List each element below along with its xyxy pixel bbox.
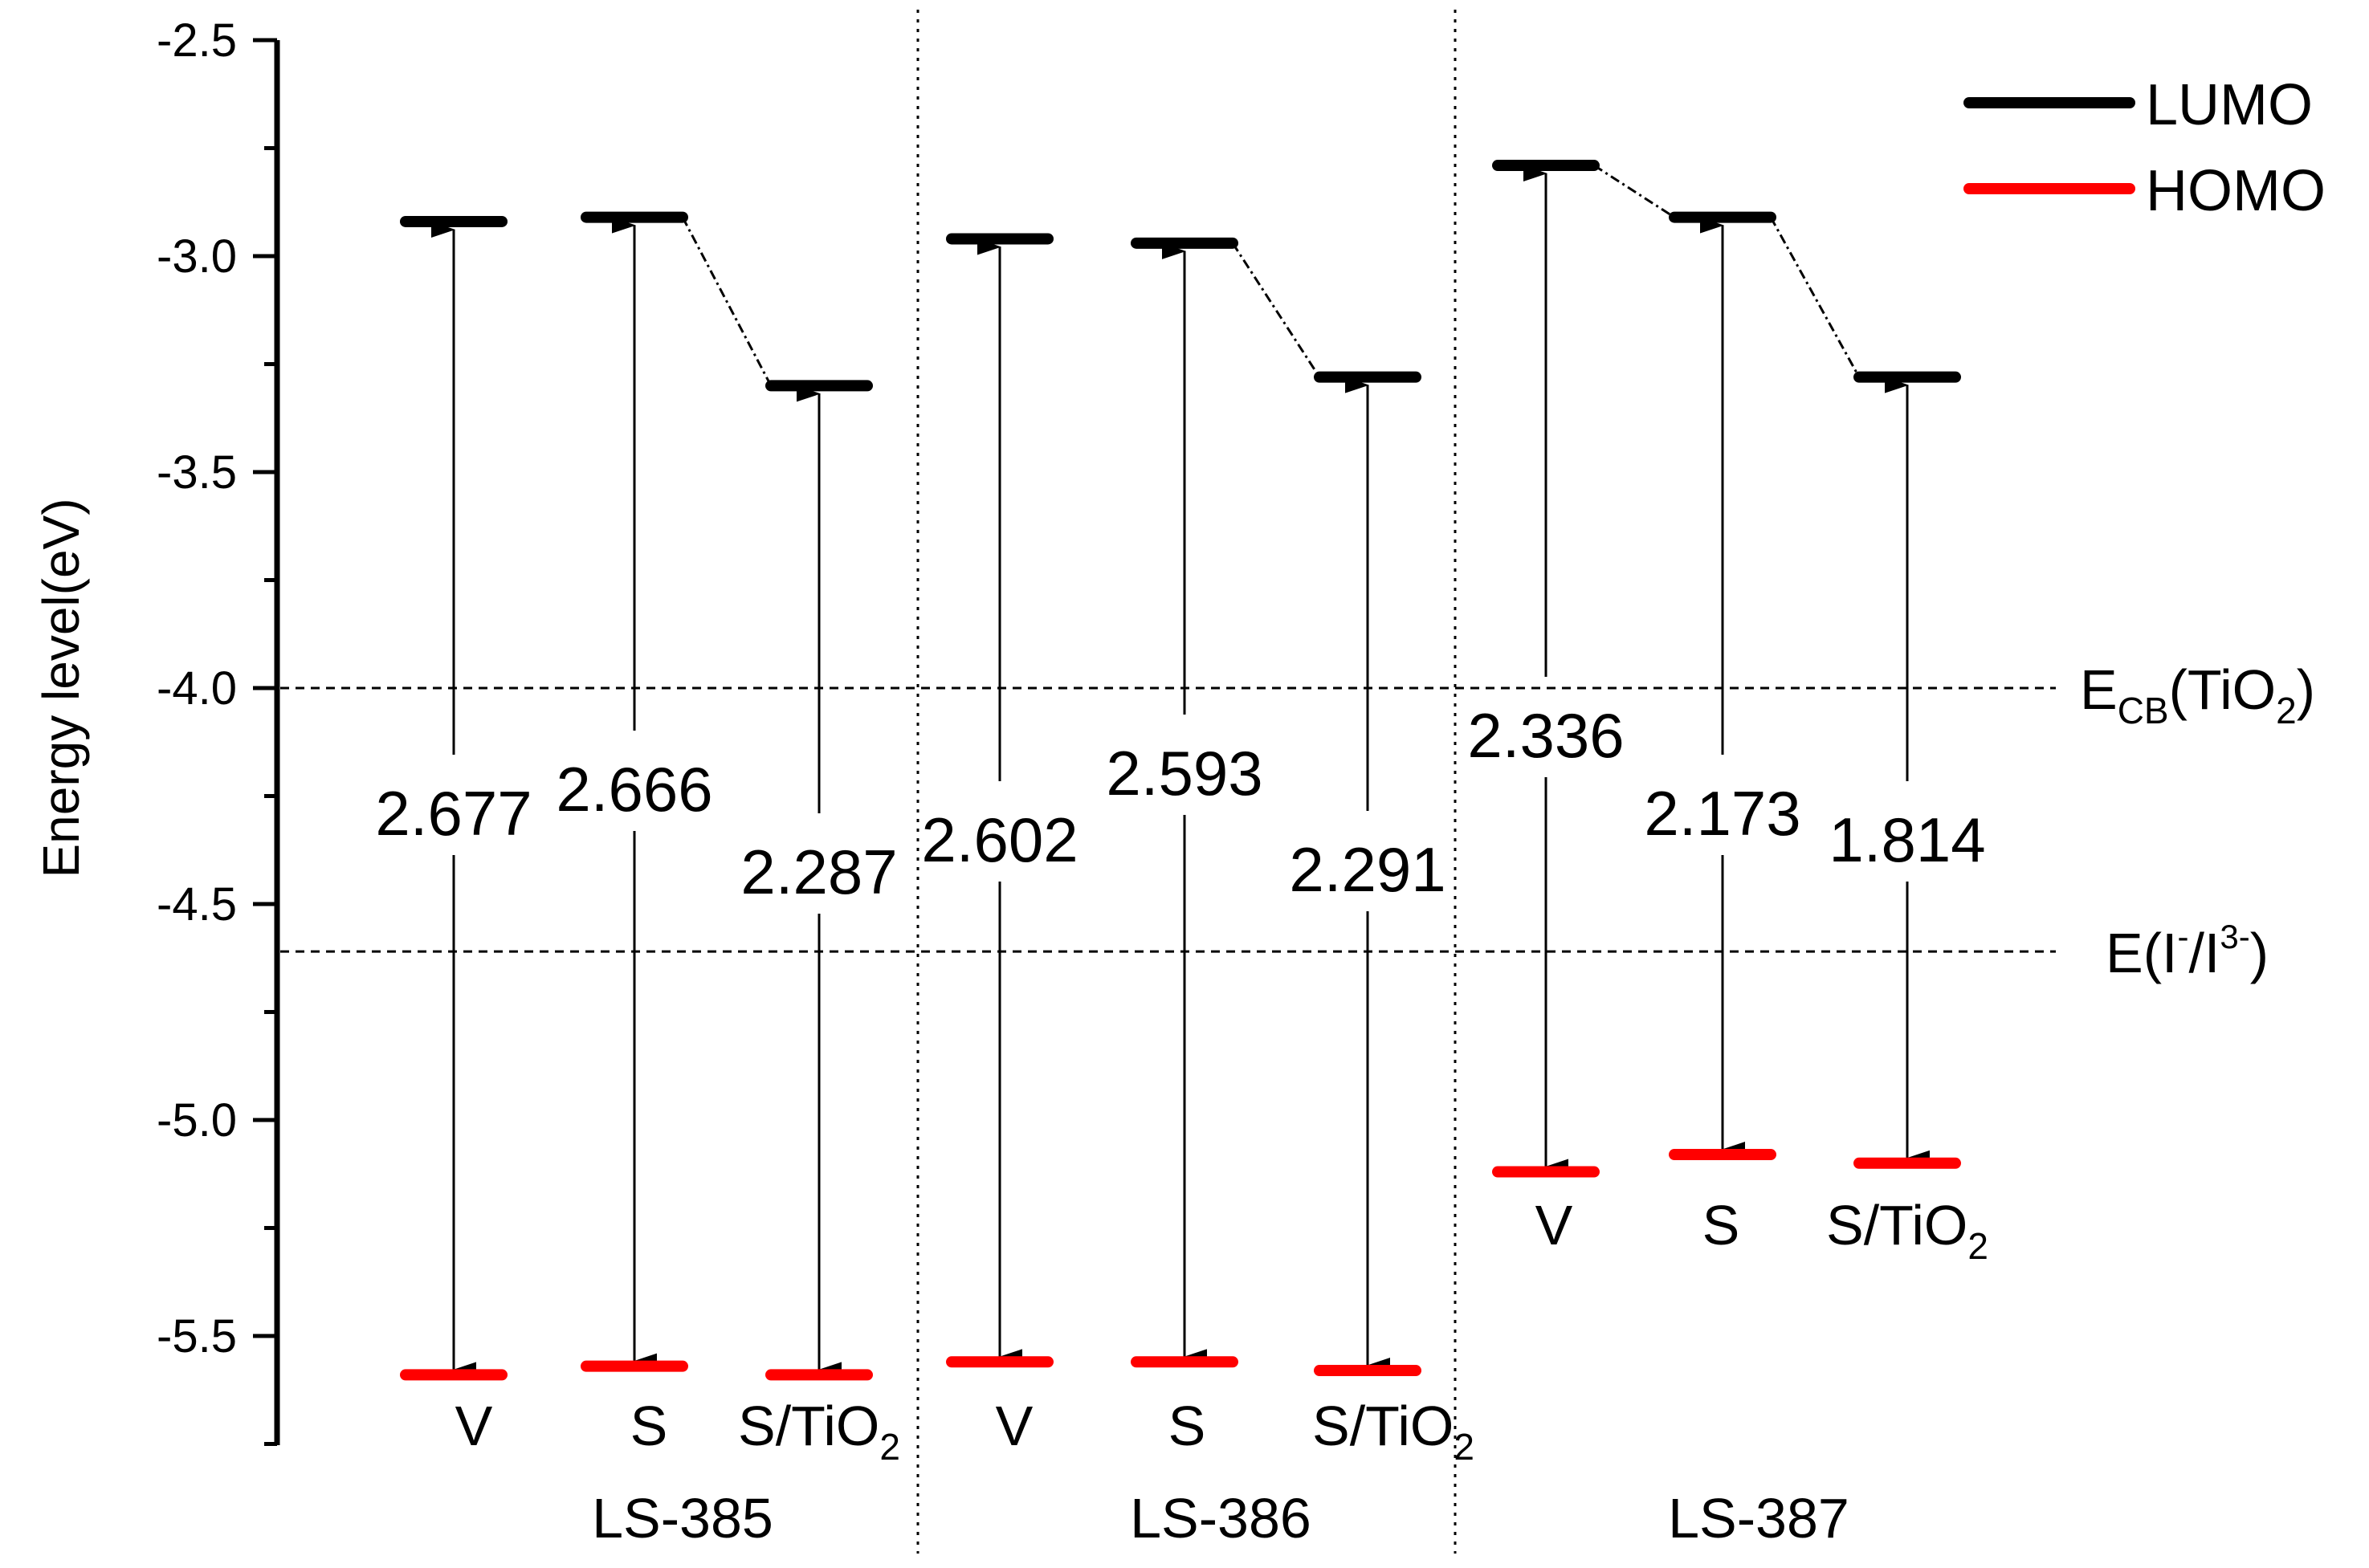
group-ls-385: 2.677 V 2.666 S 2.287 S/TiO2 LS-385 — [375, 211, 900, 1550]
legend-label-homo: HOMO — [2146, 159, 2326, 223]
state-s: 2.173 S — [1644, 211, 1801, 1256]
state-label-main: S/TiO — [738, 1395, 879, 1457]
gap-value-label: 2.291 — [1289, 834, 1445, 905]
lumo-connector — [1769, 216, 1861, 378]
y-tick-label: -4.5 — [157, 878, 237, 931]
state-label-main: V — [455, 1395, 493, 1457]
reference-lines-layer: ECB(TiO2)E(I-/I3-) — [280, 658, 2315, 984]
y-tick-label: -4.0 — [157, 662, 237, 715]
group-label: LS-387 — [1668, 1487, 1849, 1550]
state-label-sub: 2 — [1454, 1426, 1474, 1468]
y-axis-title: Energy level(eV) — [32, 498, 90, 878]
lumo-connector — [681, 216, 773, 387]
gap-value-label: 2.336 — [1467, 700, 1624, 771]
y-axis: -2.5 -3.0 -3.5 -4.0 -4.5 -5.0 -5.5 Energy level… — [32, 14, 280, 1446]
state-label-main: S/TiO — [1826, 1194, 1967, 1256]
gap-value-label: 2.602 — [921, 804, 1078, 875]
ref-label-sub: CB — [2118, 690, 2169, 731]
state-label-sub: 2 — [1967, 1225, 1988, 1267]
state-label-main: S — [630, 1395, 668, 1457]
ref-label-main: E — [2080, 658, 2118, 721]
reference-label-redox: E(I-/I3-) — [2106, 918, 2269, 984]
state-label-main: V — [1535, 1194, 1573, 1256]
state-label: S/TiO2 — [738, 1395, 900, 1468]
state-label: S/TiO2 — [1826, 1194, 1988, 1267]
y-tick-label: -3.5 — [157, 446, 237, 499]
state-label: V — [996, 1395, 1034, 1457]
state-s-tio: 2.291 S/TiO2 — [1289, 371, 1474, 1468]
state-label-main: S/TiO — [1312, 1395, 1454, 1457]
y-tick-label: -5.0 — [157, 1094, 237, 1146]
ref-label-sup2: 3- — [2220, 918, 2249, 955]
state-s-tio: 1.814 S/TiO2 — [1826, 371, 1988, 1267]
legend: LUMO HOMO — [1963, 73, 2326, 223]
state-label-sub: 2 — [879, 1426, 900, 1468]
gap-value-label: 1.814 — [1829, 804, 1985, 875]
state-s: 2.593 S — [1106, 237, 1263, 1457]
state-label-main: S — [1168, 1395, 1206, 1457]
y-tick-label: -2.5 — [157, 14, 237, 67]
state-label-main: V — [996, 1395, 1034, 1457]
state-label: S — [1702, 1194, 1740, 1256]
state-label-main: S — [1702, 1194, 1740, 1256]
y-tick-label: -5.5 — [157, 1310, 237, 1362]
legend-label-lumo: LUMO — [2146, 73, 2313, 137]
state-v: 2.602 V — [921, 233, 1078, 1457]
state-label: V — [1535, 1194, 1573, 1256]
lumo-connector — [1231, 242, 1321, 378]
ref-label-end: ) — [2250, 922, 2269, 984]
ref-label-mid: /I — [2188, 922, 2220, 984]
separators-layer — [916, 10, 1457, 1554]
state-label: S/TiO2 — [1312, 1395, 1474, 1468]
ref-label-rest: (TiO — [2169, 658, 2276, 721]
state-v: 2.677 V — [375, 215, 532, 1457]
ref-label-sub2: 2 — [2276, 690, 2297, 731]
state-s-tio: 2.287 S/TiO2 — [738, 380, 900, 1468]
data-layer: 2.677V2.666S2.287S/TiO2LS-3852.602V2.593… — [375, 160, 1988, 1550]
gap-value-label: 2.593 — [1106, 738, 1262, 808]
gap-value-label: 2.666 — [556, 754, 712, 825]
state-label: V — [455, 1395, 493, 1457]
ref-label-end: ) — [2297, 658, 2315, 721]
state-v: 2.336 V — [1467, 160, 1625, 1256]
lumo-connector — [1593, 164, 1675, 218]
ref-label-sup: - — [2177, 918, 2188, 955]
gap-value-label: 2.173 — [1644, 778, 1800, 849]
gap-value-label: 2.287 — [740, 837, 897, 907]
group-label: LS-386 — [1130, 1487, 1311, 1550]
reference-label-ecb: ECB(TiO2) — [2080, 658, 2315, 731]
state-label: S — [630, 1395, 668, 1457]
group-ls-387: 2.336 V 2.173 S 1.814 S/TiO2 LS-387 — [1467, 160, 1988, 1550]
ref-label-main: E(I — [2106, 922, 2177, 984]
y-tick-label: -3.0 — [157, 230, 237, 283]
gap-value-label: 2.677 — [375, 778, 532, 849]
state-s: 2.666 S — [556, 211, 713, 1457]
state-label: S — [1168, 1395, 1206, 1457]
group-label: LS-385 — [592, 1487, 773, 1550]
